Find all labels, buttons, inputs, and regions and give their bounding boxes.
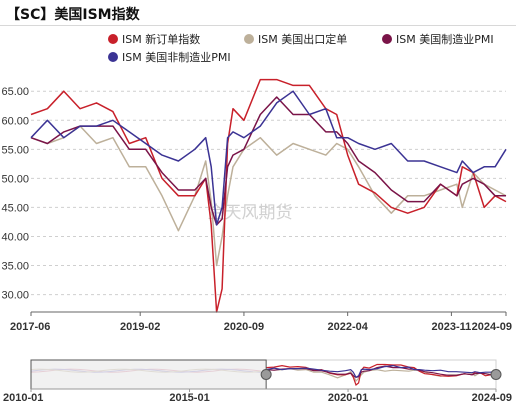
navigator-tick-label: 2020-01 [328, 392, 368, 404]
x-tick-label: 2023-11 [432, 321, 472, 333]
x-tick-label: 2017-06 [10, 321, 50, 333]
series-line-blue[interactable] [30, 90, 507, 226]
legend-marker-icon [382, 34, 392, 44]
watermark: 金天风期货 [208, 203, 293, 222]
y-tick-label: 50.00 [1, 173, 29, 185]
legend-item-nonmanufacturing-pmi[interactable]: ISM 美国非制造业PMI [108, 49, 231, 65]
y-tick-label: 30.00 [1, 290, 29, 302]
navigator-handle-right[interactable] [490, 369, 502, 380]
legend-marker-icon [108, 52, 118, 62]
series-layer [30, 78, 507, 313]
legend: ISM 新订单指数 ISM 美国出口定单 ISM 美国制造业PMI ISM 美国… [0, 31, 516, 67]
y-tick-label: 65.00 [1, 86, 29, 98]
y-tick-label: 40.00 [1, 231, 29, 243]
x-tick-label: 2024-09 [472, 321, 512, 333]
legend-marker-icon [244, 34, 254, 44]
title-divider [0, 25, 516, 26]
y-tick-label: 55.00 [1, 144, 29, 156]
y-tick-label: 35.00 [1, 261, 29, 273]
navigator-line-maroon [266, 365, 496, 378]
navigator-handle-left[interactable] [260, 369, 272, 380]
navigator-tick-label: 2024-09 [472, 392, 512, 404]
title-bar: 【SC】美国ISM指数 [0, 0, 516, 26]
legend-label: ISM 美国制造业PMI [396, 33, 494, 46]
legend-label: ISM 美国出口定单 [258, 33, 348, 46]
y-tick-label: 45.00 [1, 202, 29, 214]
navigator-mask [30, 359, 267, 390]
x-tick-label: 2020-09 [224, 321, 264, 333]
series-line-tan[interactable] [30, 125, 507, 267]
range-navigator[interactable]: 2010-01 2015-01 2020-01 2024-09 [3, 359, 512, 404]
legend-item-export-orders[interactable]: ISM 美国出口定单 [244, 31, 347, 47]
legend-item-new-orders[interactable]: ISM 新订单指数 [108, 31, 200, 47]
legend-marker-icon [108, 34, 118, 44]
legend-label: ISM 美国非制造业PMI [122, 51, 231, 64]
legend-item-manufacturing-pmi[interactable]: ISM 美国制造业PMI [382, 31, 494, 47]
axis-layer: 30.00 35.00 40.00 45.00 50.00 55.00 60.00 65.00… [1, 86, 512, 333]
x-tick-label: 2019-02 [120, 321, 160, 333]
x-tick-label: 2022-04 [327, 321, 368, 333]
chart-title: 【SC】美国ISM指数 [6, 7, 140, 23]
navigator-line-blue [265, 364, 497, 379]
series-line-maroon[interactable] [30, 96, 506, 226]
navigator-tick-label: 2015-01 [169, 392, 209, 404]
legend-label: ISM 新订单指数 [122, 33, 201, 46]
grid-layer [31, 90, 506, 296]
y-tick-label: 60.00 [1, 115, 29, 127]
navigator-tick-label: 2010-01 [3, 392, 43, 404]
